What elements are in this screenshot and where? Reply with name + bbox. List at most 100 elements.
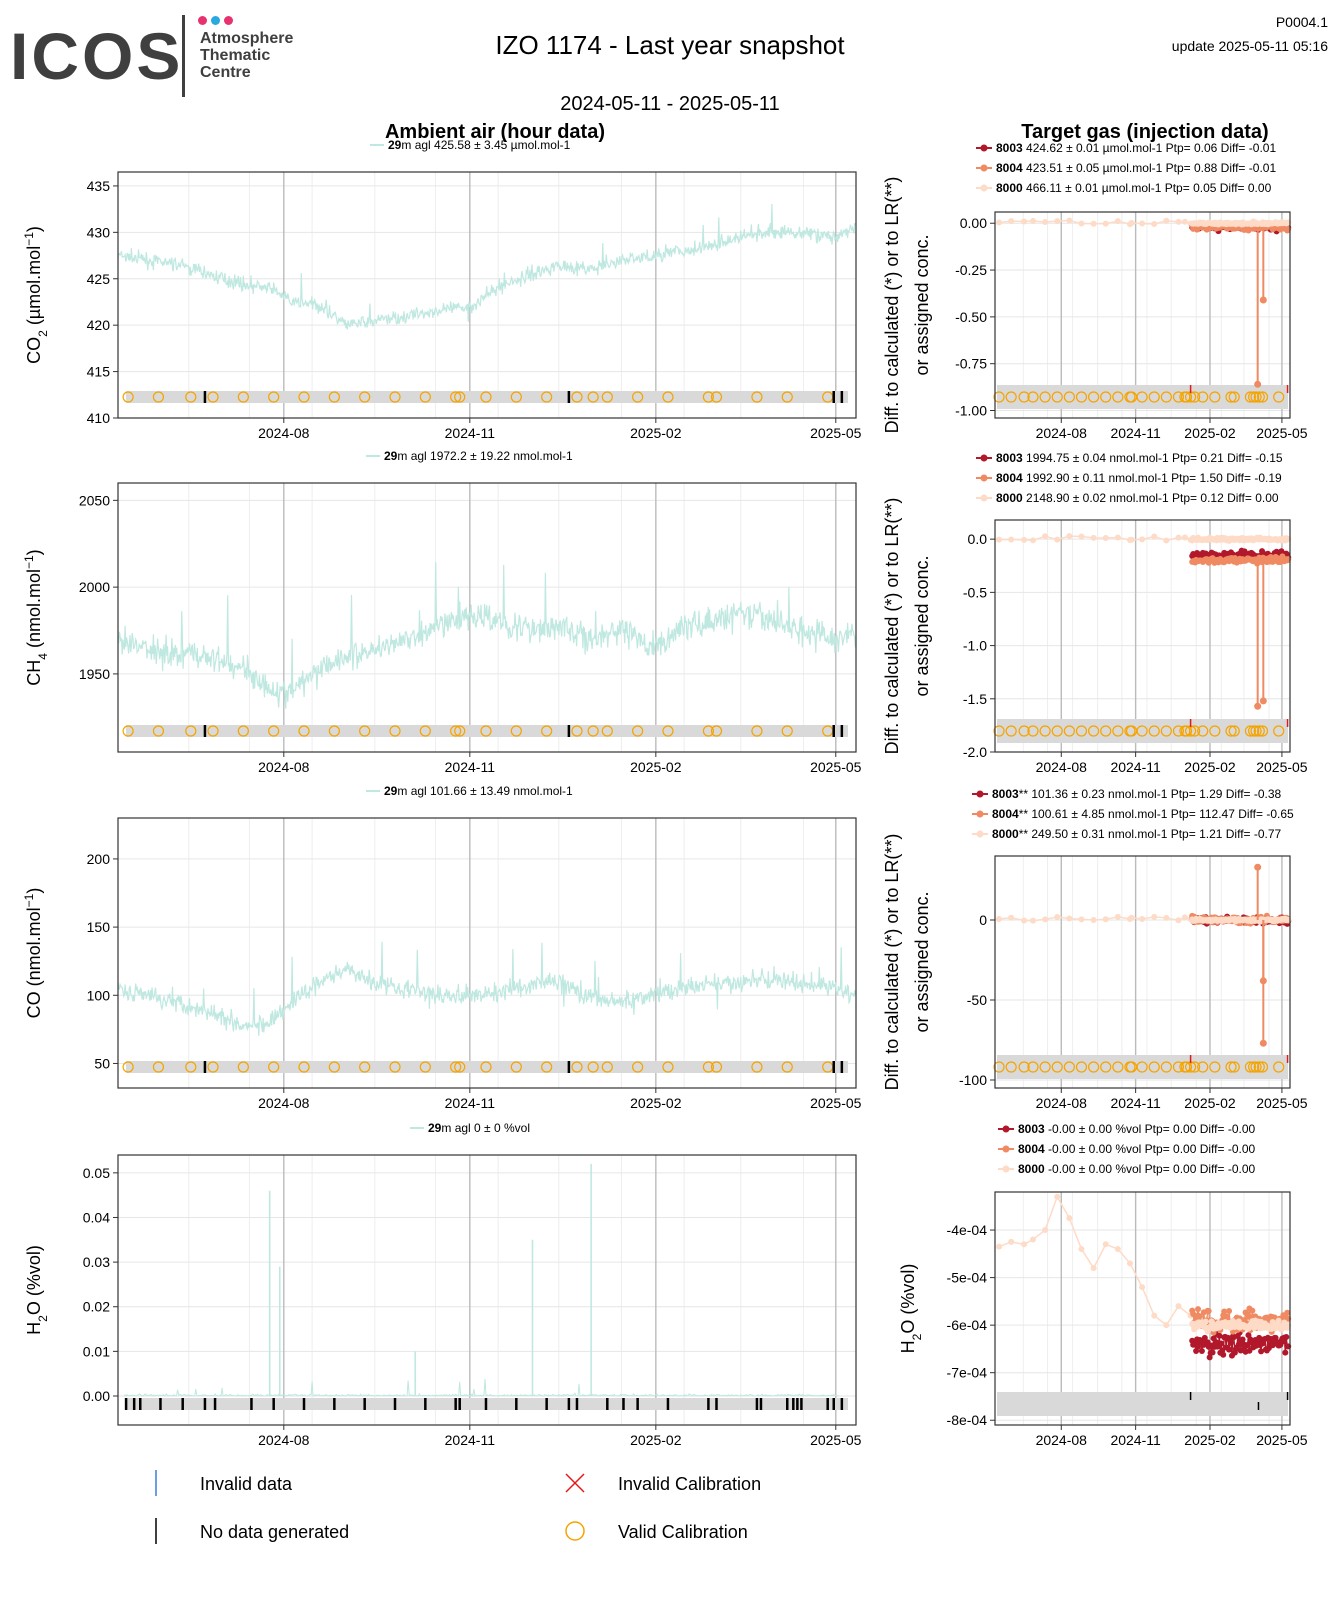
ambient-co-valid-calibration [510, 1061, 522, 1073]
target-co-valid-calibration [1136, 1061, 1148, 1073]
ambient-co2-valid-calibration [450, 391, 462, 403]
target-ch4-t8000-point [1181, 534, 1188, 541]
logo-dot-blue [211, 16, 220, 25]
target-co2-valid-calibration [1197, 391, 1209, 403]
target-co-valid-calibration [1228, 1061, 1240, 1073]
ambient-co-valid-calibration [359, 1061, 371, 1073]
ambient-ch4-xtick-label: 2024-08 [258, 759, 310, 775]
target-ch4-valid-calibration [1027, 725, 1039, 737]
legend-valid-calibration-icon [565, 1521, 585, 1541]
target-co-valid-calibration [1005, 1061, 1017, 1073]
target-co-valid-calibration [1172, 1061, 1185, 1073]
target-co2-t8000-point [1163, 217, 1170, 224]
target-ch4-xtick-label: 2024-11 [1110, 759, 1161, 775]
target-co2-valid-calibration [1112, 391, 1124, 403]
ambient-h2o-ytick-label: 0.03 [83, 1254, 110, 1270]
target-h2o-t8004-point [1284, 1309, 1291, 1316]
ambient-co2-series [117, 203, 856, 330]
update-timestamp: update 2025-05-11 05:16 [1171, 38, 1328, 54]
target-h2o-t8003-point [1239, 1336, 1246, 1343]
legend-invalid-calibration-icon [565, 1473, 585, 1493]
target-ch4-valid-calibration [1256, 725, 1269, 737]
target-h2o-t8000-point [1054, 1193, 1061, 1200]
target-co-valid-calibration [1256, 1061, 1269, 1073]
ambient-ch4-valid-calibration [510, 725, 522, 737]
ambient-co-ytick-label: 50 [94, 1055, 110, 1071]
ambient-co-ytick-label: 100 [87, 987, 111, 1003]
target-co2-outlier-point [1254, 380, 1262, 388]
target-co2-border [994, 211, 1291, 419]
ambient-co2-valid-calibration [419, 391, 431, 403]
target-co2-t8000-point [1090, 220, 1097, 227]
target-co2-valid-calibration [1148, 391, 1160, 403]
target-h2o-t8003-point [1195, 1343, 1202, 1350]
ambient-co2-legend: 29m agl 425.58 ± 3.45 µmol.mol-1 [388, 138, 571, 152]
ambient-co-bg [118, 818, 856, 1088]
ambient-ch4-valid-calibration [751, 725, 763, 737]
target-ch4-ytick-label: -0.5 [963, 584, 987, 600]
target-co2-t8000-point [1102, 220, 1109, 227]
ambient-co-ylabel: CO (nmol.mol−1) [22, 888, 44, 1019]
ambient-ch4-ytick-label: 2050 [79, 492, 110, 508]
target-ch4-valid-calibration [1018, 725, 1030, 737]
target-co2-t8000-point [1139, 220, 1146, 227]
target-co2-legend-dot [980, 184, 988, 192]
target-co-valid-calibration [1189, 1061, 1201, 1073]
ambient-co2-valid-calibration [298, 391, 310, 403]
target-ch4-legend-8004: 8004 1992.90 ± 0.11 nmol.mol-1 Ptp= 1.50… [996, 471, 1282, 485]
target-co2-valid-calibration [1075, 391, 1088, 403]
target-ch4-valid-calibration [1100, 725, 1112, 737]
ambient-co2-valid-calibration [268, 391, 280, 403]
ambient-co2-ytick-label: 420 [87, 317, 111, 333]
target-co-xtick-label: 2025-02 [1184, 1095, 1236, 1111]
ambient-ch4-valid-calibration [152, 725, 165, 737]
target-ch4-t8000-point [1139, 536, 1146, 543]
legend-no-data-label: No data generated [200, 1522, 349, 1542]
date-range: 2024-05-11 - 2025-05-11 [560, 93, 780, 115]
target-co-t8000-point [996, 916, 1003, 923]
ambient-ch4-valid-calibration [632, 725, 644, 737]
target-co-valid-calibration [1180, 1061, 1193, 1073]
target-co2-t8000-point [1128, 220, 1135, 227]
target-co2-valid-calibration [1225, 391, 1237, 403]
target-co-t8000-point [1021, 917, 1028, 924]
logo-line-1: Atmosphere [200, 30, 294, 47]
target-co-legend-dot [976, 830, 984, 838]
target-co-outlier-point [1259, 977, 1267, 985]
ambient-ch4-border [117, 482, 857, 753]
ambient-ch4-valid-calibration [389, 725, 401, 737]
ambient-co2-border [117, 171, 857, 419]
target-co2-t8000-point [1021, 218, 1028, 225]
target-co2-valid-calibration [1244, 391, 1256, 403]
ambient-co-valid-calibration [571, 1061, 583, 1073]
ambient-co2-valid-calibration [389, 391, 401, 403]
target-h2o-t8003-point [1228, 1339, 1234, 1346]
target-h2o-t8004-point [1205, 1308, 1212, 1315]
ambient-ch4-cal-band [126, 725, 848, 737]
target-co-t8000-point [1181, 914, 1188, 921]
ambient-ch4-xtick-label: 2025-05 [810, 759, 862, 775]
ambient-co-valid-calibration [450, 1061, 462, 1073]
target-co2-xtick-label: 2024-11 [1110, 425, 1161, 441]
target-co-t8000-point [1008, 914, 1015, 921]
ambient-co-valid-calibration [152, 1061, 165, 1073]
target-co2-legend-8003: 8003 424.62 ± 0.01 µmol.mol-1 Ptp= 0.06 … [996, 141, 1276, 155]
ambient-ch4-ylabel: CH4 (nmol.mol−1) [22, 549, 50, 685]
target-co-t8000-point [1042, 916, 1049, 923]
ambient-h2o-ytick-label: 0.00 [83, 1388, 110, 1404]
ambient-co-cal-band [126, 1061, 848, 1073]
target-h2o-ytick-label: -6e-04 [947, 1317, 988, 1333]
ambient-co-ytick-label: 150 [87, 919, 111, 935]
target-co-legend-8004: 8004** 100.61 ± 4.85 nmol.mol-1 Ptp= 112… [992, 807, 1294, 821]
target-ch4-t8000-point [1102, 535, 1109, 542]
target-ch4-t8000-point [996, 536, 1003, 543]
target-ch4-outlier-point [1259, 697, 1267, 705]
target-co2-valid-calibration [1018, 391, 1030, 403]
ambient-ch4-valid-calibration [298, 725, 310, 737]
target-h2o-t8003-point [1246, 1347, 1253, 1354]
target-co2-valid-calibration [1088, 391, 1100, 403]
target-ch4-valid-calibration [1160, 725, 1172, 737]
target-co-outlier-point [1254, 863, 1262, 871]
target-co-t8000-point [1078, 916, 1085, 923]
